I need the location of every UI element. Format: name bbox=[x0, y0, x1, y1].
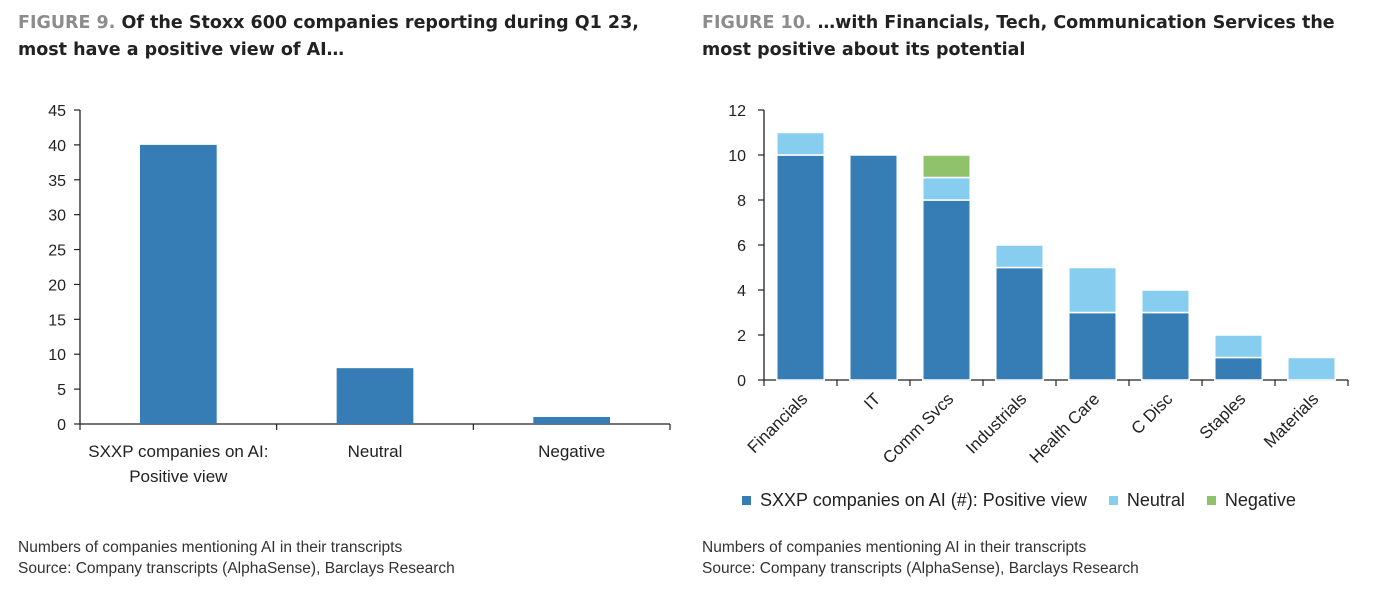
x-category-label-line: Negative bbox=[538, 442, 605, 461]
bar-segment-neutral bbox=[995, 244, 1044, 269]
figure-9-label: FIGURE 9. bbox=[18, 13, 116, 33]
figure-10-panel: FIGURE 10. …with Financials, Tech, Commu… bbox=[702, 0, 1372, 600]
x-category-label: Staples bbox=[1196, 389, 1250, 443]
legend-item-negative: Negative bbox=[1206, 490, 1296, 511]
legend-swatch-negative bbox=[1206, 496, 1216, 505]
bar-segment-neutral bbox=[1287, 356, 1336, 381]
figure-10-note: Numbers of companies mentioning AI in th… bbox=[702, 539, 1087, 556]
x-category-label: Comm Svcs bbox=[879, 389, 957, 467]
bar-segment-positive bbox=[1141, 311, 1190, 381]
figure-10-label: FIGURE 10. bbox=[702, 13, 812, 33]
figure-9-title-text: Of the Stoxx 600 companies reporting dur… bbox=[18, 13, 639, 60]
legend-label-neutral: Neutral bbox=[1126, 490, 1185, 510]
y-tick-label: 8 bbox=[737, 193, 746, 210]
legend-label-positive: SXXP companies on AI (#): Positive view bbox=[760, 490, 1087, 510]
y-tick-label: 10 bbox=[48, 347, 66, 364]
bar-segment-neutral bbox=[1214, 334, 1263, 359]
y-tick-label: 20 bbox=[48, 277, 66, 294]
y-tick-label: 15 bbox=[48, 312, 66, 329]
figure-9-panel: FIGURE 9. Of the Stoxx 600 companies rep… bbox=[18, 0, 678, 600]
figure-9-chart: 0 5 10 15 20 25 30 35 40 45 SXXP companies on AI: P… bbox=[48, 103, 671, 486]
figure-10-source: Source: Company transcripts (AlphaSense)… bbox=[702, 560, 1139, 577]
bar-segment-positive bbox=[776, 154, 825, 381]
x-category-label: Materials bbox=[1260, 389, 1322, 451]
x-category-label: Industrials bbox=[962, 389, 1030, 457]
bar-segment-neutral bbox=[922, 176, 971, 201]
x-category-label-line: SXXP companies on AI: bbox=[88, 442, 268, 461]
legend-label-negative: Negative bbox=[1224, 490, 1296, 510]
x-category-label-line: Neutral bbox=[348, 442, 403, 461]
x-category-label-line: Positive view bbox=[129, 467, 228, 486]
bar-segment-positive bbox=[1214, 356, 1263, 381]
y-tick-label: 35 bbox=[48, 173, 66, 190]
legend-swatch-positive bbox=[742, 496, 751, 505]
figure-10-title: FIGURE 10. …with Financials, Tech, Commu… bbox=[702, 10, 1362, 64]
x-category-label: IT bbox=[860, 389, 884, 413]
x-category-label: C Disc bbox=[1127, 389, 1176, 438]
bar-segment-neutral bbox=[776, 131, 825, 156]
legend-item-neutral: Neutral bbox=[1108, 490, 1185, 511]
legend-item-positive: SXXP companies on AI (#): Positive view bbox=[742, 490, 1087, 511]
figure-10-legend: SXXP companies on AI (#): Positive view … bbox=[742, 490, 1318, 511]
figure-9-title: FIGURE 9. Of the Stoxx 600 companies rep… bbox=[18, 10, 678, 64]
y-tick-label: 6 bbox=[737, 238, 746, 255]
bar-segment-neutral bbox=[1068, 266, 1117, 314]
bar-segment-negative bbox=[922, 154, 971, 179]
y-tick-label: 0 bbox=[737, 373, 746, 390]
figure-9-note: Numbers of companies mentioning AI in th… bbox=[18, 539, 403, 556]
bar-segment-neutral bbox=[1141, 289, 1190, 314]
x-category-label: Negative bbox=[538, 442, 605, 461]
x-category-label: Health Care bbox=[1026, 389, 1104, 467]
y-tick-label: 25 bbox=[48, 243, 66, 260]
bar-segment-positive bbox=[922, 199, 971, 381]
bar-segment-positive bbox=[995, 266, 1044, 381]
y-tick-label: 0 bbox=[57, 417, 66, 434]
y-tick-label: 4 bbox=[737, 283, 746, 300]
figure-9-footnote: Numbers of companies mentioning AI in th… bbox=[18, 537, 455, 579]
y-tick-label: 45 bbox=[48, 103, 66, 120]
bar bbox=[336, 368, 414, 424]
figure-10-title-text: …with Financials, Tech, Communication Se… bbox=[702, 13, 1335, 60]
bar bbox=[533, 417, 611, 424]
legend-swatch-neutral bbox=[1108, 496, 1118, 505]
y-tick-label: 2 bbox=[737, 328, 746, 345]
figure-10-footnote: Numbers of companies mentioning AI in th… bbox=[702, 537, 1139, 579]
y-tick-label: 40 bbox=[48, 138, 66, 155]
bar-segment-positive bbox=[849, 154, 898, 381]
x-category-label: SXXP companies on AI: Positive view bbox=[88, 442, 268, 486]
x-category-label: Financials bbox=[744, 389, 812, 457]
bar-segment-positive bbox=[1068, 311, 1117, 381]
y-tick-label: 12 bbox=[728, 103, 746, 120]
y-tick-label: 30 bbox=[48, 208, 66, 225]
bar bbox=[139, 144, 217, 424]
y-tick-label: 10 bbox=[728, 148, 746, 165]
y-tick-label: 5 bbox=[57, 382, 66, 399]
figure-9-source: Source: Company transcripts (AlphaSense)… bbox=[18, 560, 455, 577]
x-category-label: Neutral bbox=[348, 442, 403, 461]
